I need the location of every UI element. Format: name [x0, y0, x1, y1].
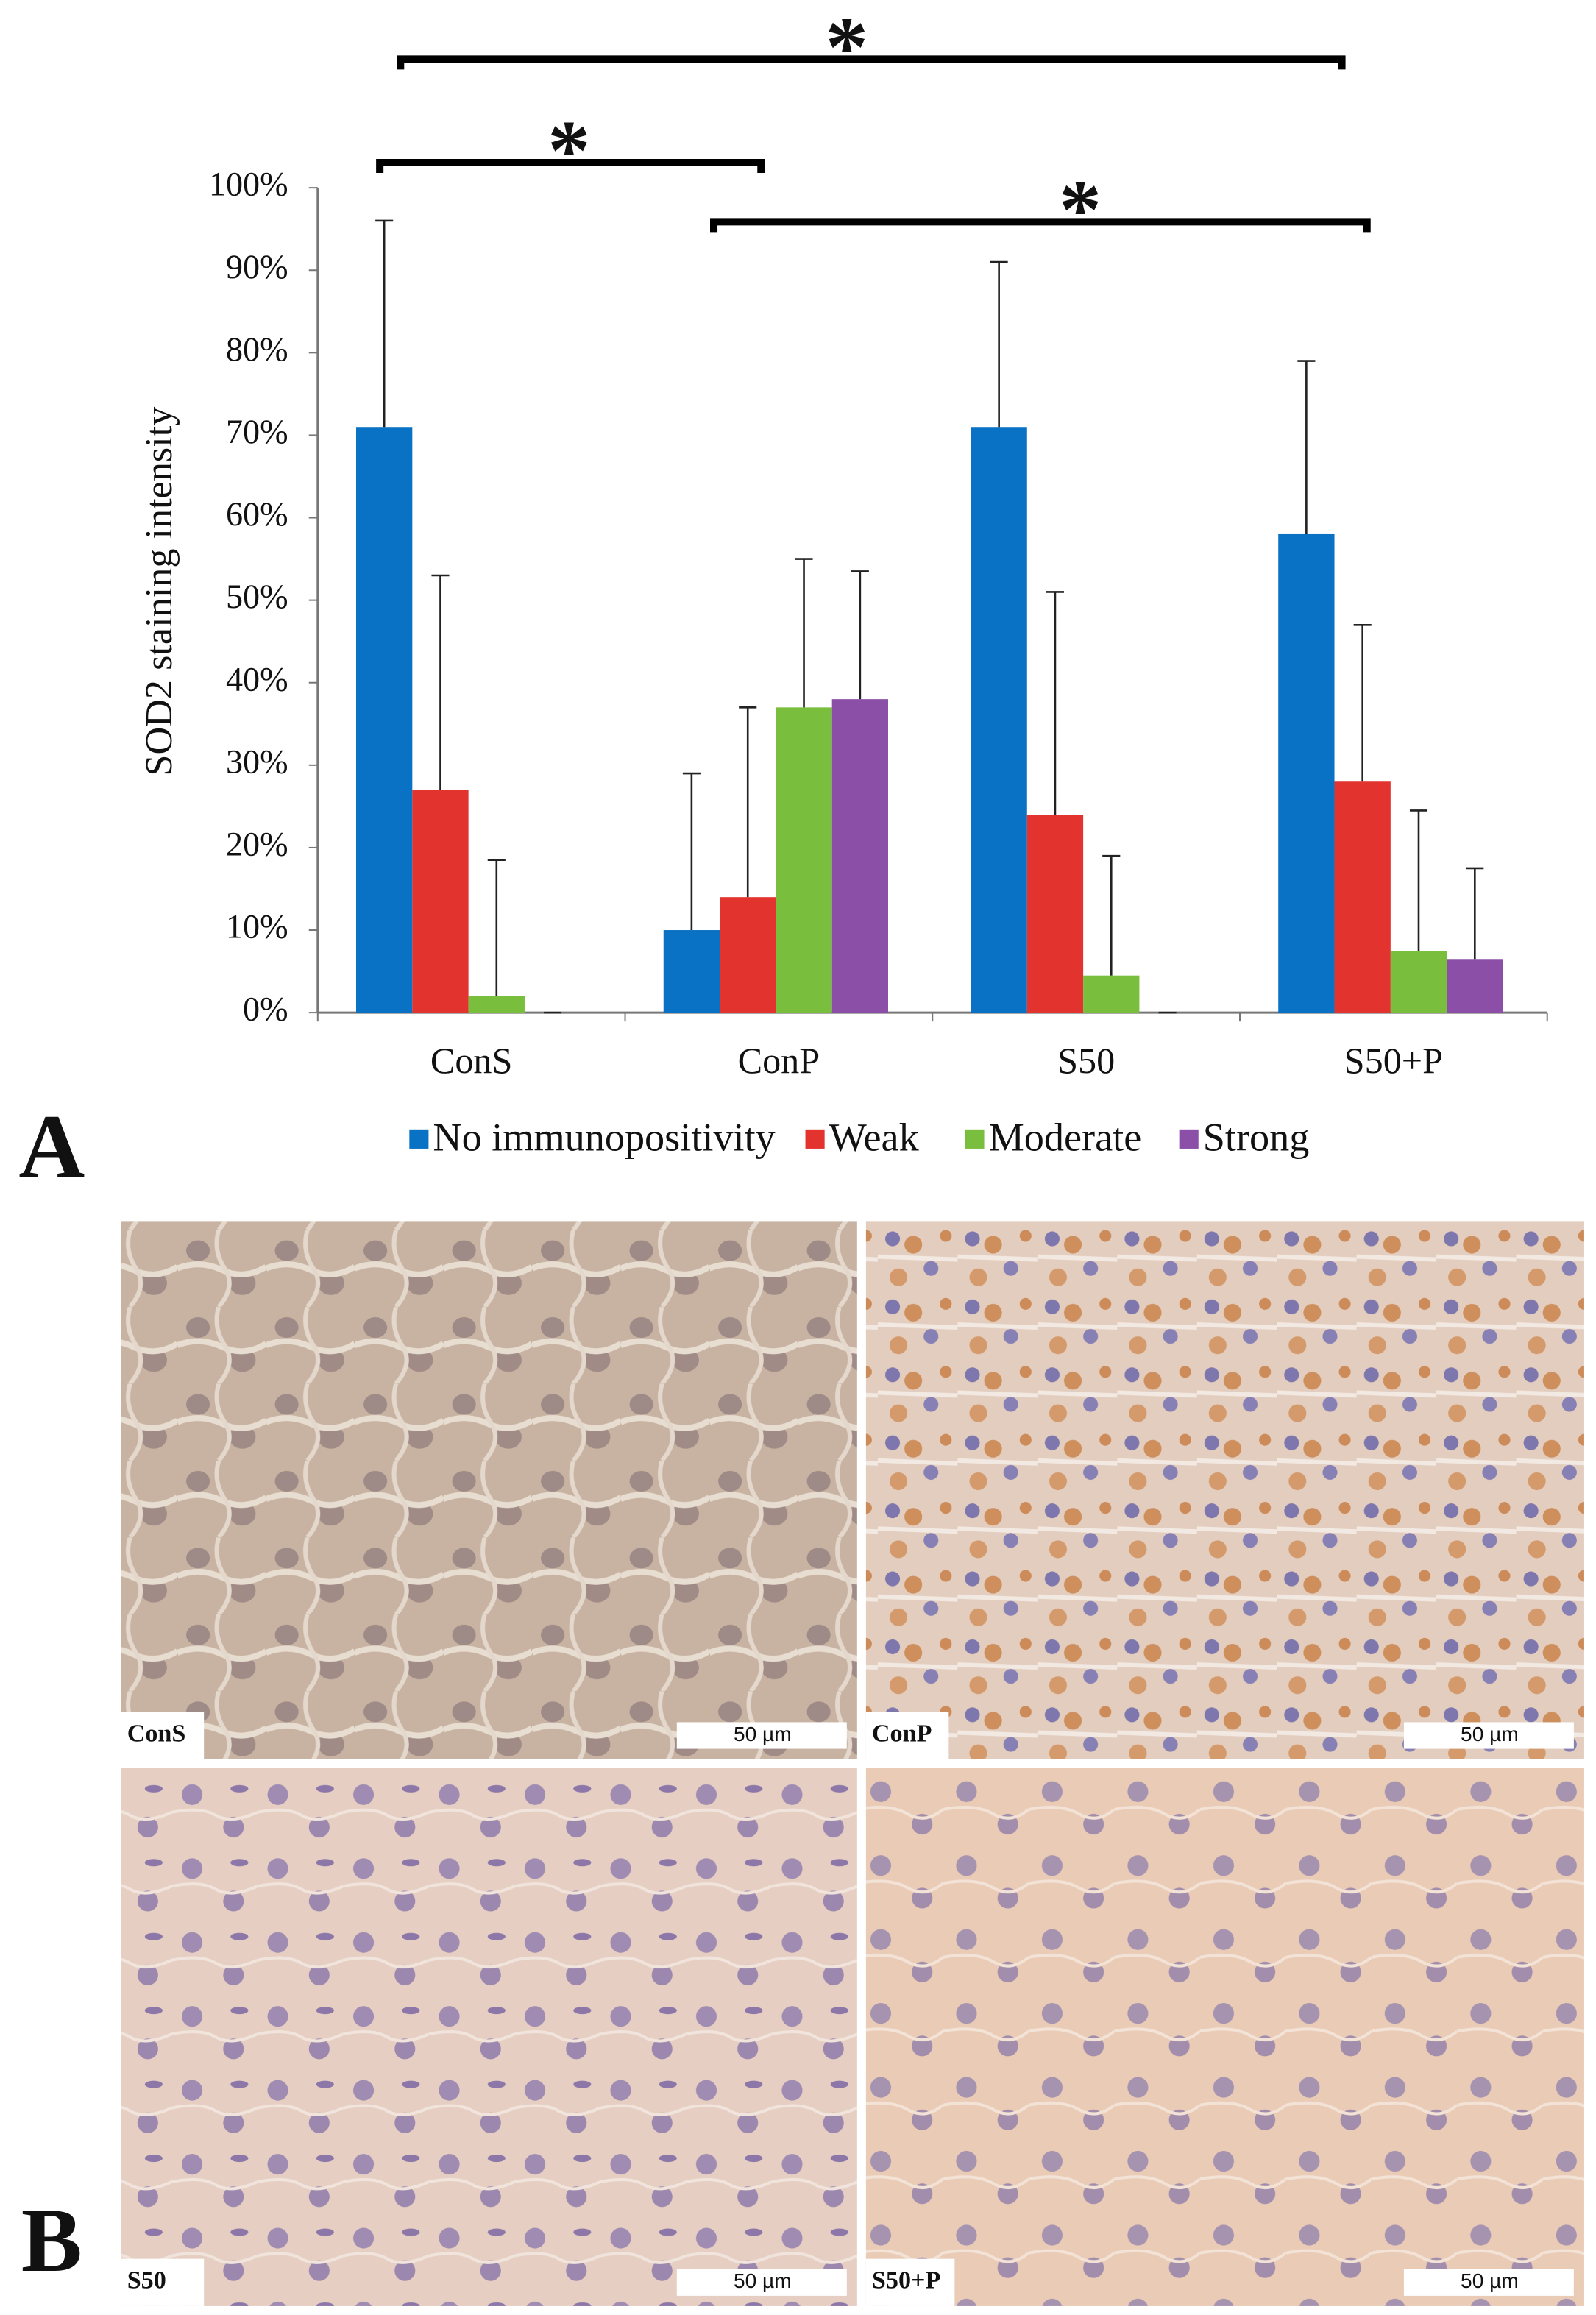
- significance-bracket: [710, 218, 1371, 233]
- x-tick-label: ConP: [738, 1040, 820, 1081]
- significance-star: *: [826, 0, 868, 95]
- bar: [1447, 959, 1503, 1013]
- error-bar: [1409, 809, 1428, 951]
- scale-bar-box: [676, 2269, 847, 2296]
- error-bar: [1102, 854, 1121, 976]
- y-tick-label: 0%: [243, 990, 288, 1028]
- y-tick-label: 90%: [226, 248, 288, 286]
- scale-bar-box: [1403, 1722, 1574, 1749]
- y-tick-label: 100%: [209, 166, 288, 203]
- micrograph-label-box: [865, 1712, 949, 1759]
- scale-bar-label: 50 µm: [734, 1723, 792, 1745]
- error-bar: [431, 574, 450, 790]
- y-tick-label: 70%: [226, 413, 288, 450]
- micrograph-label: S50+P: [872, 2267, 940, 2294]
- micrograph: [865, 1768, 1584, 2306]
- error-bar: [990, 260, 1008, 428]
- micrograph: [121, 1221, 857, 1759]
- error-bar: [682, 772, 701, 931]
- bar: [1334, 781, 1391, 1013]
- error-bar: [1297, 360, 1316, 534]
- bar: [1278, 533, 1335, 1013]
- panel-label: A: [18, 1096, 85, 1197]
- bar: [1083, 975, 1140, 1013]
- significance-star: *: [1059, 163, 1102, 258]
- legend-swatch: [409, 1129, 429, 1149]
- bar: [1390, 951, 1447, 1013]
- error-bar: [1466, 867, 1484, 960]
- micrograph: [865, 1221, 1584, 1759]
- legend-swatch: [965, 1129, 985, 1149]
- y-tick-label: 30%: [226, 742, 288, 780]
- x-tick-label: ConS: [430, 1040, 513, 1081]
- significance-star: *: [547, 104, 590, 199]
- bar: [1026, 815, 1084, 1013]
- bar: [356, 427, 413, 1013]
- y-tick-label: 10%: [226, 908, 288, 946]
- error-bar: [795, 558, 813, 708]
- error-bar: [1353, 623, 1372, 782]
- significance-bracket: [397, 55, 1346, 70]
- micrograph-label: S50: [127, 2267, 166, 2294]
- scale-bar-box: [676, 1722, 847, 1749]
- bar: [412, 790, 469, 1013]
- y-tick-label: 60%: [226, 495, 288, 533]
- legend-label: No immunopositivity: [433, 1115, 775, 1159]
- error-bar: [851, 570, 869, 700]
- scale-bar-box: [1403, 2269, 1574, 2296]
- legend-label: Weak: [829, 1115, 920, 1159]
- bar: [776, 707, 832, 1013]
- micrograph-label: ConP: [872, 1720, 932, 1747]
- scale-bar-label: 50 µm: [1461, 2269, 1519, 2292]
- x-tick-label: S50+P: [1344, 1040, 1443, 1081]
- bar: [468, 996, 525, 1013]
- error-bar: [739, 706, 757, 898]
- error-bar: [1046, 591, 1064, 815]
- micrograph-label: ConS: [127, 1720, 186, 1747]
- legend-swatch: [1179, 1129, 1199, 1149]
- x-tick-label: S50: [1057, 1040, 1115, 1081]
- panel-label: B: [21, 2189, 82, 2291]
- bar: [720, 897, 776, 1013]
- error-bar: [487, 859, 506, 996]
- legend-label: Strong: [1203, 1115, 1310, 1159]
- bar: [971, 427, 1027, 1013]
- y-tick-label: 50%: [226, 578, 288, 615]
- micrograph: [121, 1768, 857, 2306]
- y-tick-label: 20%: [226, 826, 288, 863]
- y-axis-title: SOD2 staining intensity: [138, 407, 180, 776]
- bar: [663, 930, 720, 1013]
- error-bar: [375, 219, 394, 428]
- scale-bar-label: 50 µm: [734, 2269, 792, 2292]
- legend-swatch: [805, 1129, 825, 1149]
- legend-label: Moderate: [989, 1115, 1142, 1159]
- scale-bar-label: 50 µm: [1461, 1723, 1519, 1745]
- significance-bracket: [376, 158, 765, 174]
- micrograph-label-box: [865, 2258, 955, 2306]
- y-tick-label: 80%: [226, 330, 288, 368]
- micrograph-label-box: [121, 2258, 205, 2306]
- bar: [831, 699, 889, 1013]
- micrograph-label-box: [121, 1712, 205, 1759]
- y-tick-label: 40%: [226, 660, 288, 698]
